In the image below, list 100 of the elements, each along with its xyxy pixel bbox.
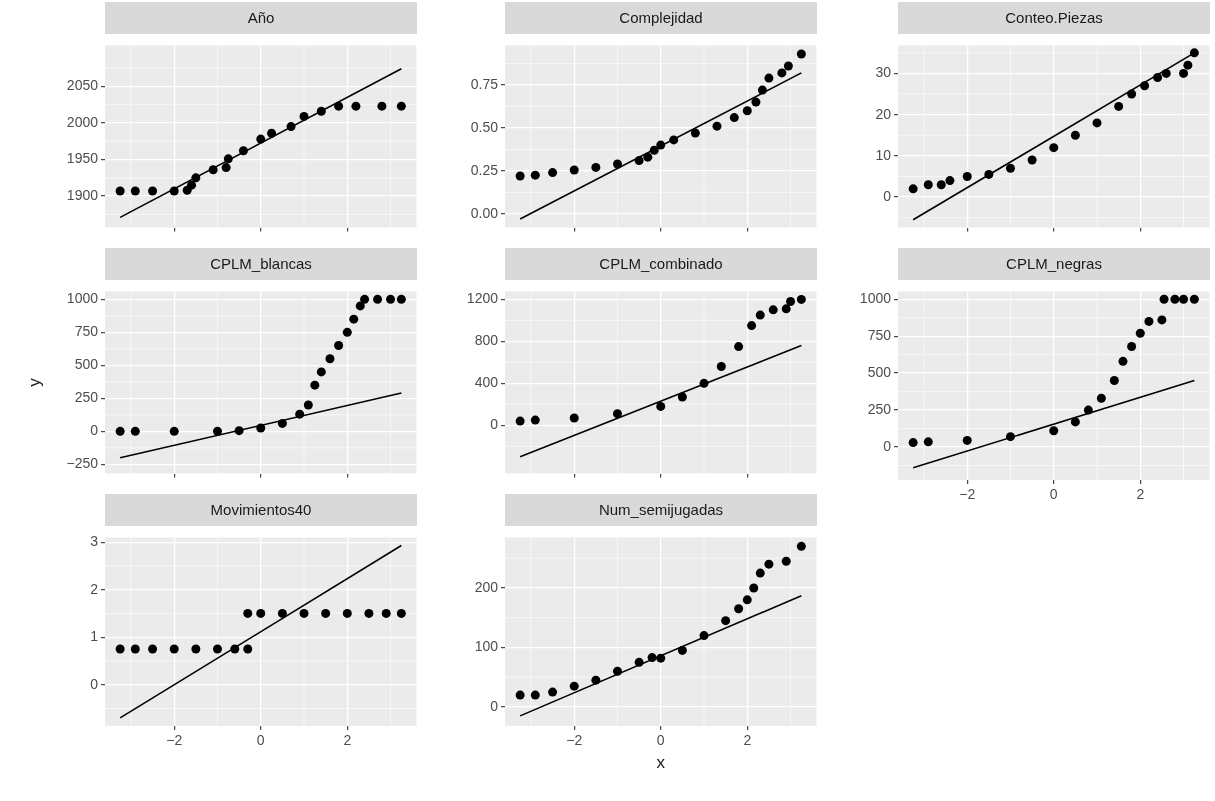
point	[796, 49, 806, 59]
y-tick-label: 0	[90, 675, 99, 692]
point	[764, 559, 774, 569]
point	[530, 690, 540, 700]
point	[781, 556, 791, 566]
point	[1179, 294, 1189, 304]
point	[1189, 294, 1199, 304]
point	[1096, 393, 1106, 403]
point	[1109, 376, 1119, 386]
point	[515, 416, 525, 426]
chart-title: CPLM_negras	[898, 248, 1210, 280]
point	[1049, 426, 1059, 436]
point	[777, 68, 787, 78]
point	[1005, 163, 1015, 173]
point	[677, 392, 687, 402]
y-tick-label: 750	[74, 323, 99, 340]
point	[569, 165, 579, 175]
point	[355, 301, 365, 311]
point	[351, 101, 361, 111]
point	[612, 409, 622, 419]
y-tick-label: 100	[474, 638, 499, 655]
chart-title: Num_semijugadas	[505, 494, 817, 526]
point	[1170, 294, 1180, 304]
point	[115, 426, 125, 436]
y-tick-label: 400	[474, 374, 499, 391]
point	[1092, 118, 1102, 128]
y-tick-label: 1950	[66, 150, 99, 167]
point	[755, 568, 765, 578]
point	[548, 168, 558, 178]
point	[712, 121, 722, 131]
chart-title: Conteo.Piezas	[898, 2, 1210, 34]
y-tick-label: −250	[66, 455, 99, 472]
y-tick-label: 1200	[466, 290, 499, 307]
point	[1159, 294, 1169, 304]
point	[923, 437, 933, 447]
y-tick-label: 250	[867, 400, 892, 417]
chart-title: CPLM_blancas	[105, 248, 417, 280]
point	[386, 294, 396, 304]
point	[690, 128, 700, 138]
point	[796, 294, 806, 304]
point	[1179, 68, 1189, 78]
point	[530, 415, 540, 425]
chart-title: Complejidad	[505, 2, 817, 34]
point	[310, 380, 320, 390]
point	[721, 616, 731, 626]
point	[1118, 356, 1128, 366]
point	[962, 171, 972, 181]
point	[342, 327, 352, 337]
x-tick-label: −2	[959, 486, 976, 503]
point	[908, 438, 918, 448]
point	[742, 595, 752, 605]
point	[1070, 130, 1080, 140]
y-axis-title: y	[24, 377, 44, 387]
y-tick-label: 0	[883, 187, 892, 204]
point	[515, 171, 525, 181]
y-tick-label: 750	[867, 327, 892, 344]
point	[781, 304, 791, 314]
x-tick-label: −2	[166, 732, 183, 749]
point	[1127, 342, 1137, 352]
point	[130, 186, 140, 196]
point	[923, 180, 933, 190]
point	[515, 690, 525, 700]
y-tick-label: 500	[74, 356, 99, 373]
point	[1114, 101, 1124, 111]
point	[325, 354, 335, 364]
y-tick-label: 2	[90, 580, 99, 597]
y-tick-label: 2000	[66, 113, 99, 130]
y-tick-label: 1000	[66, 290, 99, 307]
point	[169, 426, 179, 436]
y-tick-label: 3	[90, 533, 99, 550]
point	[786, 296, 796, 306]
point	[747, 321, 757, 331]
point	[1144, 316, 1154, 326]
y-tick-label: 1900	[66, 187, 99, 203]
point	[334, 341, 344, 351]
chart-title: CPLM_combinado	[505, 248, 817, 280]
point	[396, 101, 406, 111]
point	[1157, 315, 1167, 325]
point	[115, 186, 125, 196]
point	[755, 310, 765, 320]
x-axis-title: x	[656, 753, 666, 773]
point	[734, 604, 744, 614]
point	[396, 294, 406, 304]
point	[548, 687, 558, 697]
point	[1049, 143, 1059, 153]
point	[783, 61, 793, 71]
point	[221, 163, 231, 173]
point	[212, 426, 222, 436]
y-tick-label: 0	[883, 437, 892, 454]
point	[130, 426, 140, 436]
y-tick-label: 1000	[859, 290, 892, 307]
x-tick-label: 2	[1136, 486, 1145, 503]
point	[751, 97, 761, 107]
y-tick-label: 0	[490, 416, 499, 433]
point	[936, 180, 946, 190]
point	[373, 294, 383, 304]
point	[303, 400, 313, 410]
y-tick-label: 800	[474, 332, 499, 349]
y-tick-label: 0	[490, 697, 499, 714]
x-tick-label: 0	[1049, 486, 1058, 503]
